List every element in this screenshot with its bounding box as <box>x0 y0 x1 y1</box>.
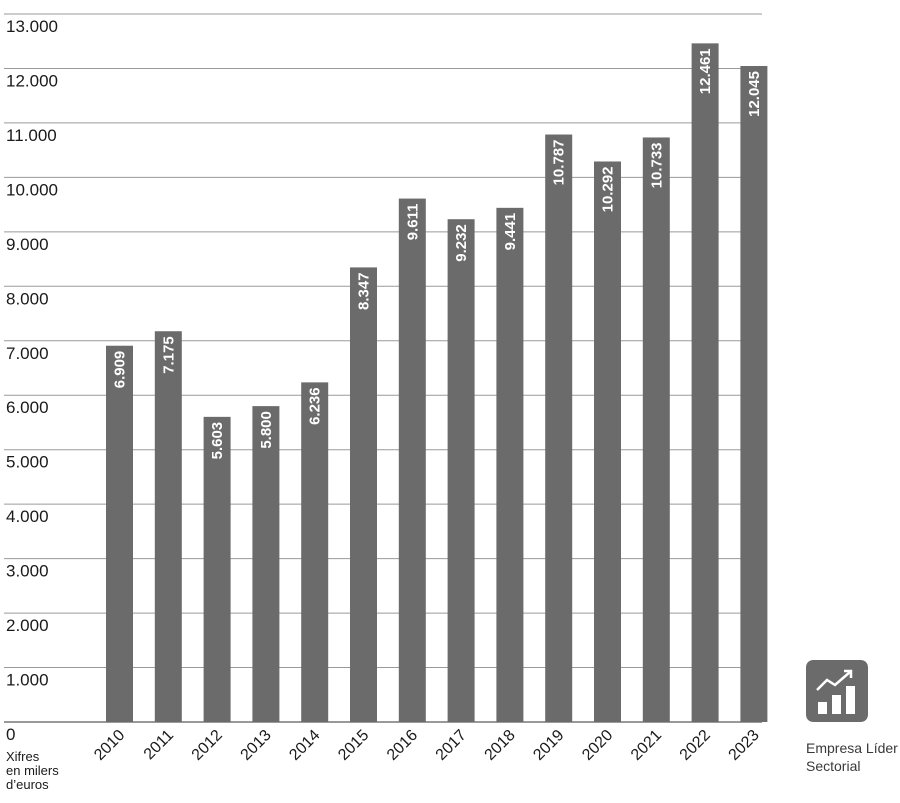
value-label-2010: 6.909 <box>112 351 129 389</box>
y-tick-label: 7.000 <box>6 344 49 363</box>
bar-2012 <box>203 416 231 722</box>
bar-2011 <box>154 331 182 722</box>
x-tick-label: 2018 <box>482 727 519 764</box>
value-label-2011: 7.175 <box>160 336 177 374</box>
growth-chart-icon <box>806 660 868 722</box>
bar-2013 <box>252 406 280 722</box>
bar-2010 <box>106 345 133 722</box>
value-labels: 6.909 7.175 5.603 5.800 6.236 8.347 9.611 9.232… <box>112 48 763 459</box>
unit-note-line2: en milers <box>6 763 59 778</box>
bar-2016 <box>398 198 426 722</box>
x-tick-label: 2017 <box>433 727 470 764</box>
value-label-2017: 9.232 <box>453 224 470 262</box>
y-axis-ticks: 0 1.000 2.000 3.000 4.000 5.000 6.000 7.000 8.00… <box>6 17 58 744</box>
y-tick-label: 3.000 <box>6 562 49 581</box>
x-tick-label: 2015 <box>335 727 372 764</box>
y-tick-label: 6.000 <box>6 398 49 417</box>
x-tick-label: 2016 <box>384 727 421 764</box>
y-tick-label: 13.000 <box>6 17 58 36</box>
unit-note-line3: d’euros <box>6 777 49 792</box>
bar-2014 <box>301 382 329 722</box>
x-axis-ticks: 2010 2011 2012 2013 2014 2015 2016 2017 2018 2019… <box>91 727 763 764</box>
bar-2017 <box>447 219 475 723</box>
value-label-2018: 9.441 <box>502 213 519 251</box>
value-label-2013: 5.800 <box>258 411 275 449</box>
x-tick-label: 2013 <box>238 727 275 764</box>
x-tick-label: 2014 <box>286 727 323 764</box>
x-tick-label: 2012 <box>189 727 226 764</box>
bar-2020 <box>594 161 621 723</box>
bar-2018 <box>496 207 524 722</box>
value-label-2021: 10.733 <box>648 142 665 188</box>
y-tick-label: 4.000 <box>6 507 49 526</box>
y-tick-label: 5.000 <box>6 453 49 472</box>
value-label-2012: 5.603 <box>209 422 226 460</box>
y-tick-label: 12.000 <box>6 71 58 90</box>
bar-2021 <box>642 137 670 723</box>
bar-2015 <box>350 267 377 722</box>
y-tick-label: 1.000 <box>6 671 49 690</box>
x-tick-label: 2010 <box>91 727 128 764</box>
value-label-2014: 6.236 <box>307 387 324 425</box>
value-label-2023: 12.045 <box>746 71 763 117</box>
bar-2019 <box>545 134 573 723</box>
value-label-2019: 10.787 <box>551 140 568 186</box>
y-tick-label: 2.000 <box>6 616 49 635</box>
bars <box>106 43 768 723</box>
bar-2023 <box>740 66 768 723</box>
value-label-2016: 9.611 <box>404 204 421 241</box>
y-tick-label: 0 <box>6 725 15 744</box>
y-tick-label: 8.000 <box>6 289 49 308</box>
y-tick-label: 10.000 <box>6 180 58 199</box>
x-tick-label: 2021 <box>628 727 665 764</box>
badge-label: Empresa Líder Sectorial <box>806 739 900 775</box>
badge-label-line1: Empresa Líder <box>806 740 898 756</box>
y-tick-label: 11.000 <box>6 126 57 145</box>
y-tick-label: 9.000 <box>6 235 49 254</box>
x-tick-label: 2022 <box>677 727 714 764</box>
x-tick-label: 2020 <box>579 727 616 764</box>
bar-2022 <box>691 43 719 722</box>
unit-note: Xifres en milers d’euros <box>6 750 86 792</box>
x-tick-label: 2019 <box>530 727 567 764</box>
value-label-2015: 8.347 <box>356 272 373 310</box>
x-tick-label: 2023 <box>726 727 763 764</box>
badge-label-line2: Sectorial <box>806 758 861 774</box>
unit-note-line1: Xifres <box>6 749 40 764</box>
value-label-2022: 12.461 <box>697 48 714 94</box>
x-tick-label: 2011 <box>141 727 177 763</box>
value-label-2020: 10.292 <box>600 166 617 212</box>
